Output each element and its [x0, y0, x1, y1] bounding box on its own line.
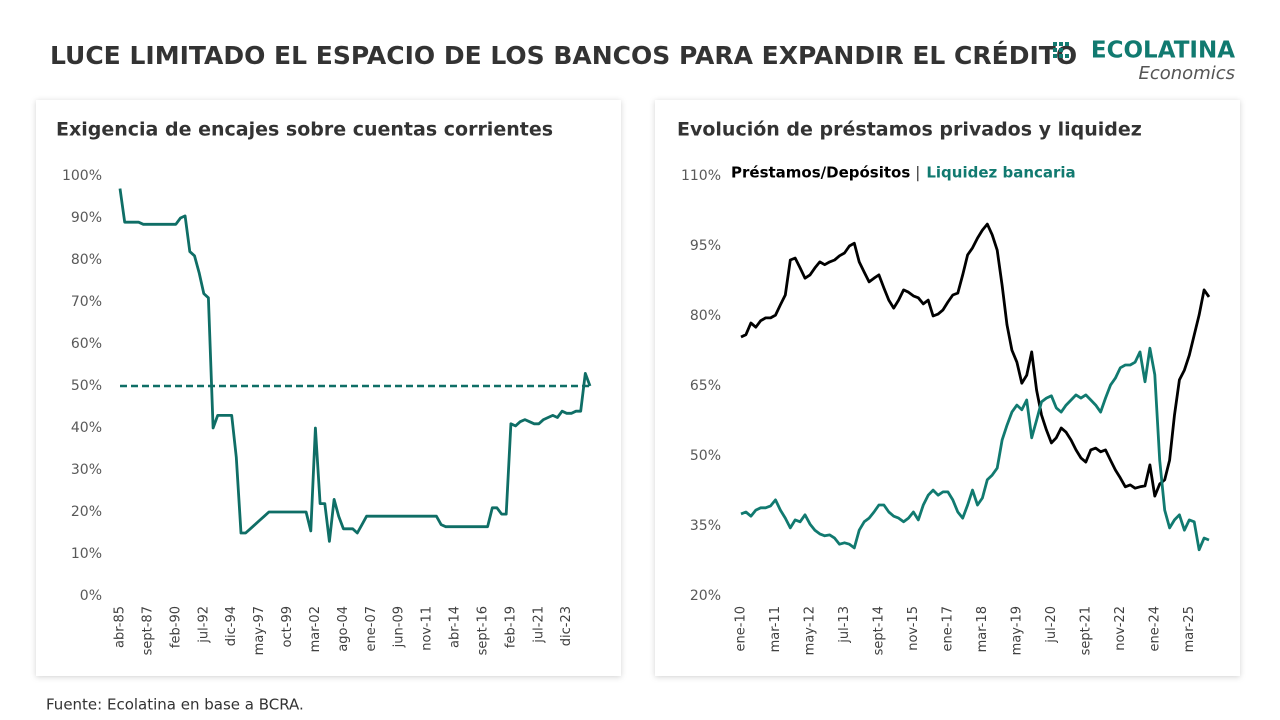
x-tick-label: nov-15: [906, 606, 921, 651]
x-tick-label: mar-18: [975, 606, 990, 652]
x-tick-label: may-97: [252, 606, 267, 655]
y-tick-label: 95%: [690, 238, 721, 254]
x-tick-label: mar-25: [1182, 606, 1197, 652]
x-tick-label: ago-04: [336, 606, 351, 652]
x-tick-label: jul-21: [531, 606, 546, 644]
x-tick-label: ene-24: [1147, 606, 1162, 651]
x-tick-label: sept-14: [871, 606, 886, 655]
x-tick-label: nov-22: [1113, 606, 1128, 651]
y-tick-label: 65%: [690, 378, 721, 394]
x-tick-label: jul-20: [1044, 606, 1059, 644]
x-tick-label: jun-09: [392, 606, 407, 648]
data-line: [118, 188, 592, 543]
x-tick-label: mar-02: [308, 606, 323, 652]
x-tick-label: feb-19: [503, 606, 518, 648]
x-tick-label: sept-87: [140, 606, 155, 655]
legend-entry: Liquidez bancaria: [926, 164, 1075, 182]
y-tick-label: 80%: [690, 308, 721, 324]
x-tick-label: may-19: [1009, 606, 1024, 655]
card: [36, 100, 621, 676]
y-tick-label: 40%: [71, 420, 102, 436]
y-tick-label: 100%: [62, 168, 102, 184]
y-tick-label: 30%: [71, 462, 102, 478]
page-title: LUCE LIMITADO EL ESPACIO DE LOS BANCOS P…: [50, 41, 1077, 70]
logo-icon: [1053, 42, 1069, 58]
x-tick-label: ene-07: [364, 606, 379, 651]
y-tick-label: 90%: [71, 210, 102, 226]
chart-title: Evolución de préstamos privados y liquid…: [677, 119, 1142, 141]
x-tick-label: ene-17: [940, 606, 955, 651]
x-tick-label: ene-10: [734, 606, 749, 651]
y-tick-label: 50%: [71, 378, 102, 394]
y-tick-label: 50%: [690, 448, 721, 464]
x-tick-label: mar-11: [768, 606, 783, 652]
data-line: [740, 222, 1211, 498]
logo-name: ECOLATINA: [1091, 38, 1235, 64]
x-tick-label: nov-11: [420, 606, 435, 651]
x-tick-label: sept-21: [1078, 606, 1093, 655]
x-tick-label: oct-99: [280, 606, 295, 647]
x-tick-label: abr-14: [448, 606, 463, 648]
y-tick-label: 0%: [80, 588, 102, 604]
chart-title: Exigencia de encajes sobre cuentas corri…: [56, 119, 553, 141]
y-tick-label: 20%: [690, 588, 721, 604]
y-tick-label: 10%: [71, 546, 102, 562]
legend-entry: Préstamos/Depósitos: [731, 164, 910, 182]
y-tick-label: 80%: [71, 252, 102, 268]
y-tick-label: 60%: [71, 336, 102, 352]
y-tick-label: 20%: [71, 504, 102, 520]
x-tick-label: feb-90: [168, 606, 183, 648]
x-tick-label: may-12: [802, 606, 817, 655]
x-tick-label: jul-92: [196, 606, 211, 644]
data-line: [740, 346, 1210, 552]
source-note: Fuente: Ecolatina en base a BCRA.: [46, 696, 304, 714]
x-tick-label: sept-16: [475, 606, 490, 655]
x-tick-label: jul-13: [837, 606, 852, 644]
card: [655, 100, 1240, 676]
x-tick-label: dic-94: [224, 606, 239, 646]
y-tick-label: 35%: [690, 518, 721, 534]
x-tick-label: abr-85: [113, 606, 128, 648]
y-tick-label: 110%: [681, 168, 721, 184]
legend-separator: |: [915, 164, 920, 182]
x-tick-label: dic-23: [559, 606, 574, 646]
y-tick-label: 70%: [71, 294, 102, 310]
logo-tagline: Economics: [1138, 63, 1235, 84]
